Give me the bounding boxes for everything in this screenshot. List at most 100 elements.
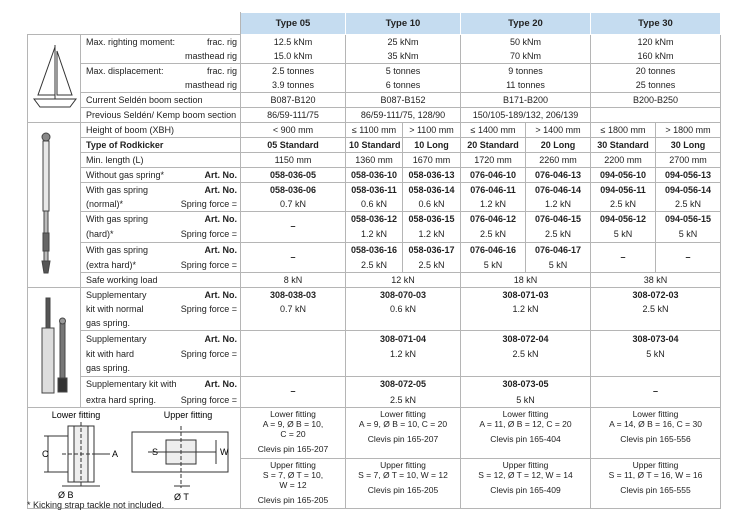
diagram-letter: W (220, 447, 229, 457)
row-label: (extra hard)* Spring force = (80, 258, 241, 273)
label-wrap: masthead rig (86, 50, 237, 63)
fitting-pin: Clevis pin 165-205 (257, 494, 329, 505)
value-cell: 10 Standard (345, 137, 403, 153)
row-label: Max. displacement: frac. rig (80, 63, 241, 79)
label-wrap: Supplementary Art. No. (86, 333, 237, 346)
label-text: Without gas spring* (86, 169, 165, 180)
label-wrap: Min. length (L) (86, 154, 237, 167)
fitting-cell: Upper fitting S = 7, Ø T = 10, W = 12 Clev… (345, 457, 461, 509)
value-cell: ≤ 1400 mm (460, 122, 526, 138)
label-text: With gas spring (86, 184, 149, 195)
label-sub: Spring force = (180, 229, 237, 239)
value-cell: 1.2 kN (402, 227, 461, 243)
table-row: kit with hard Spring force = 1.2 kN 2.5 kN 5… (28, 347, 721, 362)
value-cell: 308-072-05 (345, 375, 461, 394)
label-wrap: Type of Rodkicker (86, 139, 237, 152)
value-cell: 094-056-12 (590, 211, 656, 228)
row-label: masthead rig (80, 49, 241, 64)
row-label: Supplementary kit with Art. No. (80, 375, 241, 394)
value-cell: 094-056-15 (655, 211, 721, 228)
label-wrap: With gas spring Art. No. (86, 184, 237, 197)
table-row: Supplementary Art. No. 308-038-03 308-070-0… (27, 287, 721, 408)
row-label: Height of boom (XBH) (80, 122, 241, 138)
fitting-drawing (44, 422, 229, 488)
value-cell: 50 kNm (460, 34, 591, 50)
fitting-line: W = 12 (279, 479, 307, 490)
fitting-pin: Clevis pin 165-556 (620, 434, 691, 444)
value-cell: 20 Long (525, 137, 591, 153)
fitting-pin: Clevis pin 165-409 (490, 484, 561, 495)
row-label: With gas spring Art. No. (80, 182, 241, 198)
empty-cell (345, 361, 461, 377)
header-cell: Type 10 (345, 12, 461, 35)
label-wrap: With gas spring Art. No. (86, 244, 237, 257)
label-wrap: gas spring. (86, 317, 237, 330)
empty-cell (240, 330, 346, 377)
value-cell: – (590, 375, 721, 408)
table-row: Previous Seldén/ Kemp boom section 86/59-… (28, 107, 721, 123)
label-text: With gas spring (86, 244, 149, 255)
header-row: Type 05 Type 10 Type 20 Type 30 (27, 12, 721, 35)
value-cell: 094-056-13 (655, 167, 721, 183)
value-cell: 058-036-05 (240, 167, 346, 183)
value-cell: 2.5 kN (525, 227, 591, 243)
fitting-line: A = 9, Ø B = 10, C = 20 (358, 419, 448, 429)
table-row: With gas spring Art. No. –058-036-16 058-03… (28, 241, 721, 273)
table-row: Type of Rodkicker 05 Standard 10 Standard 1… (28, 137, 721, 153)
fitting-line: A = 9, Ø B = 10, (262, 419, 324, 429)
icon-cell (27, 122, 81, 288)
label-sub: Art. No. (204, 244, 238, 255)
empty-cell (240, 316, 346, 331)
table-row: gas spring. (28, 361, 721, 377)
value-cell: 150/105-189/132, 206/139 (460, 107, 591, 123)
value-cell: 0.6 kN (402, 197, 461, 212)
label-sub: masthead rig (184, 50, 237, 61)
value-cell: 25 kNm (345, 34, 461, 50)
fitting-cell: Lower fitting A = 11, Ø B = 12, C = 20 Cle… (460, 407, 591, 459)
value-cell: 12 kN (345, 272, 461, 288)
fitting-line: S = 11, Ø T = 16, W = 16 (608, 469, 703, 480)
empty-cell (345, 316, 461, 331)
value-cell: 094-056-10 (590, 167, 656, 183)
label-text: Height of boom (XBH) (86, 124, 175, 135)
fitting-cell: Upper fitting S = 12, Ø T = 12, W = 14 Cle… (460, 457, 591, 509)
value-cell: B171-B200 (460, 92, 591, 108)
table-row: Supplementary Art. No. 308-071-04 308-072-0… (28, 330, 721, 377)
label-sub: Spring force = (180, 394, 237, 405)
fitting-line: A = 11, Ø B = 12, C = 20 (479, 419, 572, 429)
empty-cell (460, 361, 591, 377)
label-wrap: kit with normal Spring force = (86, 303, 237, 316)
row-label: gas spring. (80, 361, 241, 377)
label-text: kit with hard (86, 349, 135, 359)
value-cell: – (655, 241, 721, 273)
table-row: kit with normal Spring force = 0.7 kN 0.6 k… (28, 302, 721, 317)
value-cell: 076-046-16 (460, 241, 526, 259)
row-label: Current Seldén boom section (80, 92, 241, 108)
empty-cell (590, 316, 721, 331)
value-cell: 1.2 kN (460, 302, 591, 317)
fitting-cell: Upper fitting S = 7, Ø T = 10, W = 12 Clevi… (240, 457, 346, 509)
value-cell: 1720 mm (460, 152, 526, 168)
row-label: Supplementary Art. No. (80, 287, 241, 303)
label-wrap: Safe working load (86, 274, 237, 287)
value-cell: 20 tonnes (590, 63, 721, 79)
label-wrap: gas spring. (86, 362, 237, 375)
value-cell: 058-036-16 (345, 241, 403, 259)
label-sub: Spring force = (180, 349, 237, 359)
value-cell: – (240, 375, 346, 408)
label-sub: Art. No. (204, 379, 238, 390)
fitting-line: Upper fitting (270, 459, 316, 470)
value-cell: 05 Standard (240, 137, 346, 153)
value-cell: 70 kNm (460, 49, 591, 64)
diagram-letter: Ø T (174, 492, 189, 502)
label-sub: Spring force = (180, 259, 237, 270)
label-wrap: Height of boom (XBH) (86, 124, 237, 137)
value-cell: 076-046-12 (460, 211, 526, 228)
value-cell: 2.5 kN (345, 258, 403, 273)
header-cell: Type 20 (460, 12, 591, 35)
label-wrap: (hard)* Spring force = (86, 228, 237, 241)
value-cell: 076-046-15 (525, 211, 591, 228)
row-label: Safe working load (80, 272, 241, 288)
header-blank (27, 12, 241, 35)
table-row: Current Seldén boom section B087-B120 B087… (28, 92, 721, 108)
